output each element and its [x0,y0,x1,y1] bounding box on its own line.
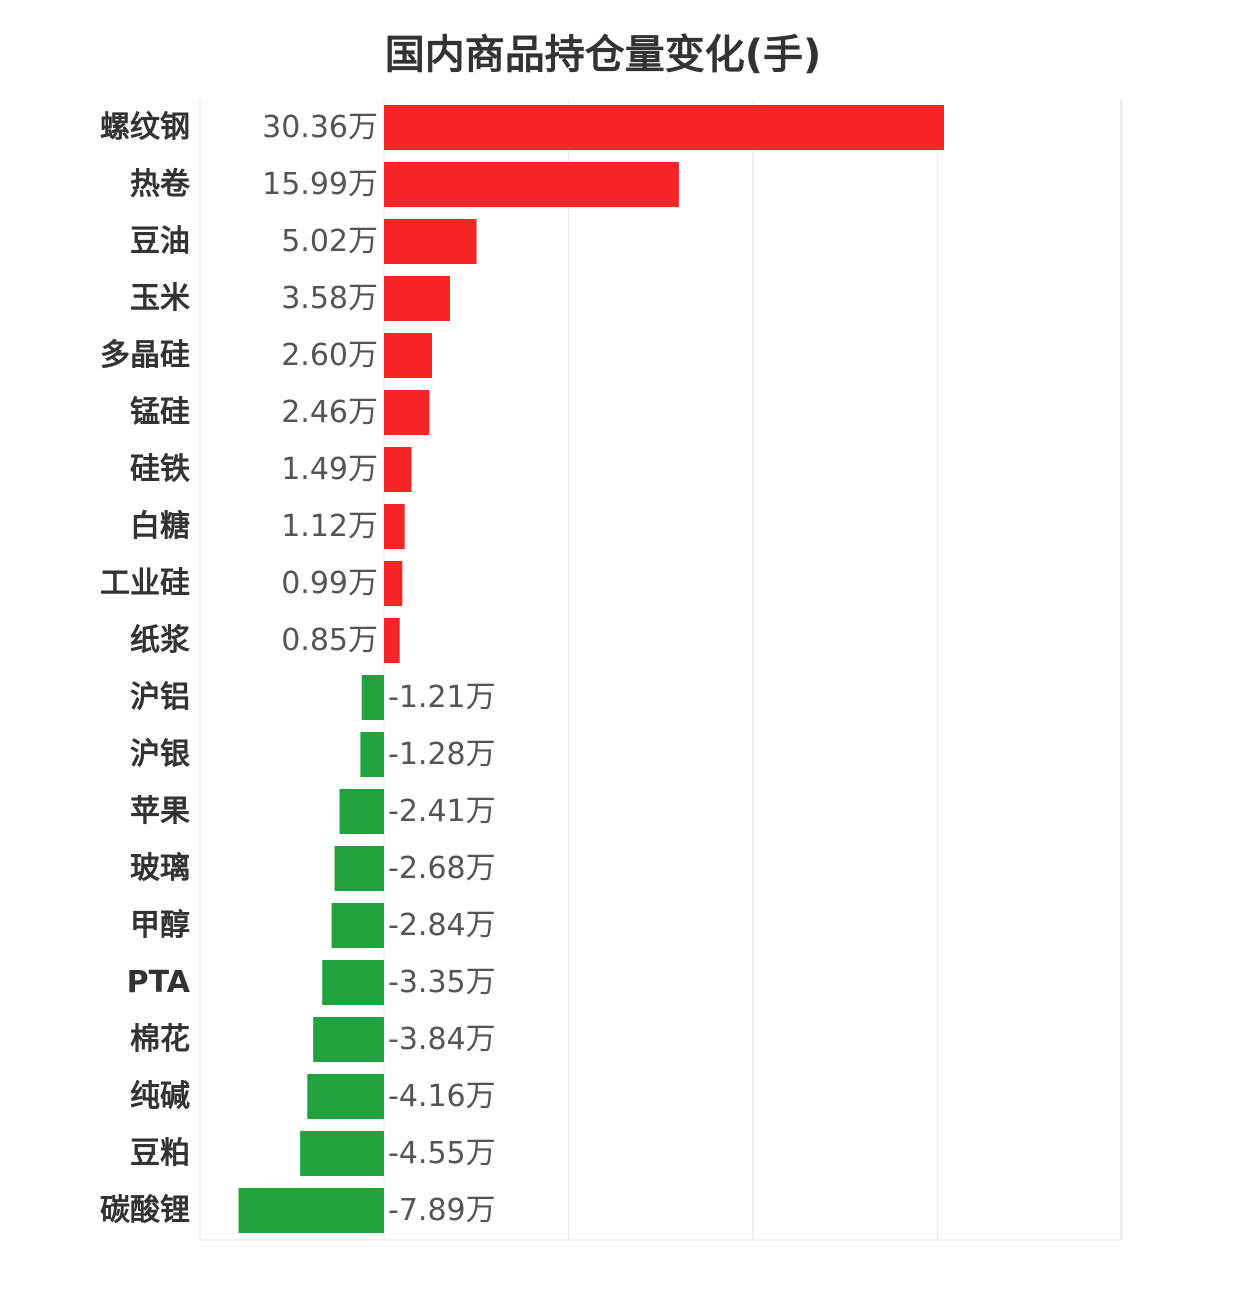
value-label: 1.49万 [281,452,378,487]
category-label: 玻璃 [130,851,190,886]
bar [384,105,944,150]
bar [361,675,384,720]
category-label: PTA [127,965,191,1000]
grid-layer [199,100,1123,1241]
value-label: 2.60万 [281,338,378,373]
bar [360,732,384,777]
value-label: -4.55万 [388,1136,496,1171]
bar [384,390,430,435]
category-label: 沪银 [130,737,190,772]
bar [384,333,432,378]
category-label: 纯碱 [130,1079,190,1114]
category-label: 多晶硅 [100,338,190,373]
bar [384,447,412,492]
value-label: -7.89万 [388,1193,496,1228]
bar [300,1131,384,1176]
bar [384,504,405,549]
bar [384,162,679,207]
value-label: -3.84万 [388,1022,496,1057]
value-label: 0.85万 [281,623,378,658]
bar [384,618,400,663]
bar-layer [238,105,944,1233]
value-label: -1.28万 [388,737,496,772]
bar [339,789,384,834]
category-label: 棉花 [130,1022,190,1057]
value-label: 5.02万 [281,224,378,259]
bar [331,903,384,948]
bar [322,960,384,1005]
category-label: 螺纹钢 [100,110,190,145]
bar [238,1188,384,1233]
value-label: 3.58万 [281,281,378,316]
value-label: -2.84万 [388,908,496,943]
value-label: -1.21万 [388,680,496,715]
value-label: -4.16万 [388,1079,496,1114]
category-label: 甲醇 [130,908,190,943]
category-label: 工业硅 [100,566,190,601]
value-label: 1.12万 [281,509,378,544]
bar [384,276,450,321]
category-label: 纸浆 [130,623,190,658]
category-label: 硅铁 [130,452,190,487]
value-label: 30.36万 [262,110,378,145]
category-label: 沪铝 [130,680,190,715]
category-label: 苹果 [130,794,190,829]
value-label: 2.46万 [281,395,378,430]
bar [384,561,403,606]
category-label: 热卷 [130,167,191,202]
bar [384,219,477,264]
category-label: 锰硅 [130,395,190,430]
value-label: -3.35万 [388,965,496,1000]
category-label: 玉米 [130,281,190,316]
bar [334,846,384,891]
category-label: 豆粕 [130,1136,190,1171]
category-label: 碳酸锂 [100,1193,190,1228]
category-label: 白糖 [130,509,190,544]
bar [313,1017,384,1062]
value-label: 0.99万 [281,566,378,601]
chart-title: 国内商品持仓量变化(手) [384,32,822,78]
category-label: 豆油 [130,224,190,259]
value-label: -2.41万 [388,794,496,829]
value-label: 15.99万 [262,167,378,202]
bar [307,1074,384,1119]
value-label: -2.68万 [388,851,496,886]
